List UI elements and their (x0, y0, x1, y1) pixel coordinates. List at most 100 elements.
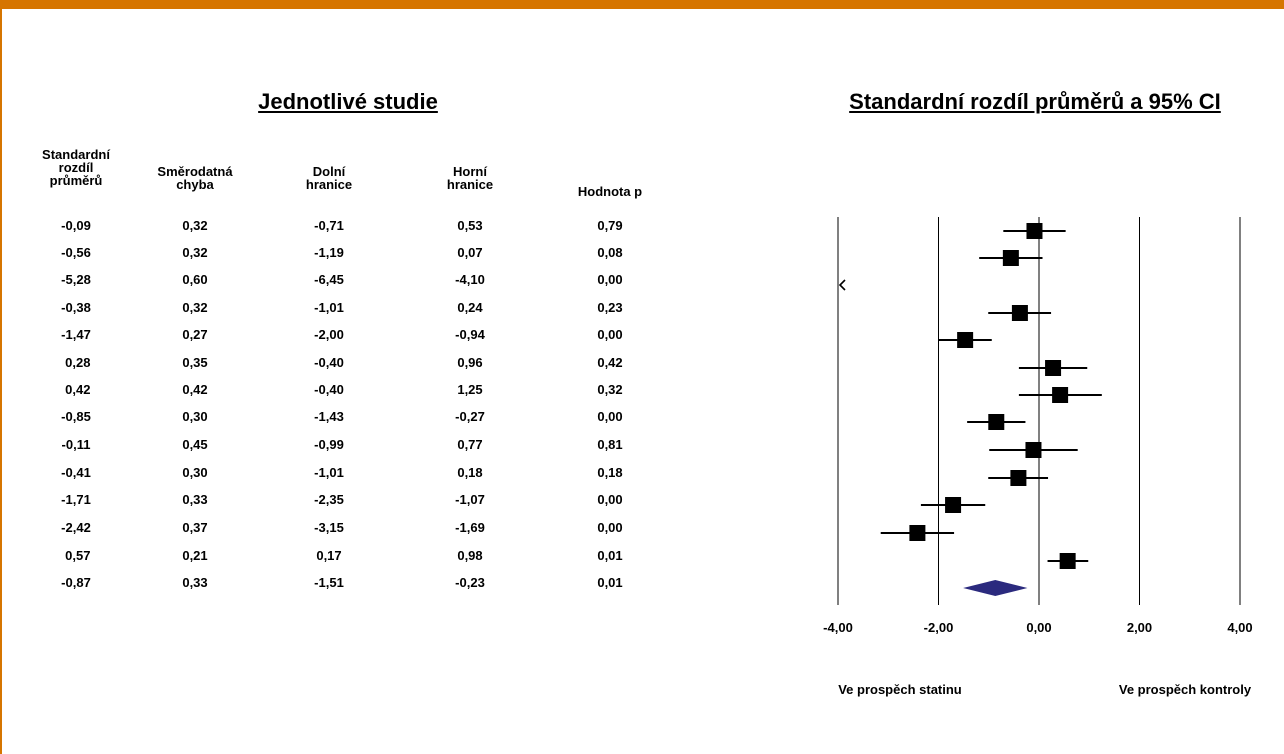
table-cell: 0,00 (597, 327, 623, 342)
table-cell: -0,27 (455, 409, 485, 424)
favors-statin-label: Ve prospěch statinu (838, 682, 962, 697)
table-cell: 1,25 (457, 382, 483, 397)
study-marker (1011, 305, 1028, 321)
left-accent-border (0, 9, 2, 754)
table-cell: 0,17 (316, 548, 342, 563)
summary-diamond (963, 580, 1028, 596)
table-cell: 0,45 (182, 437, 208, 452)
column-header: Hodnota p (577, 184, 643, 199)
table-cell: -5,28 (61, 272, 91, 287)
study-marker (945, 497, 962, 513)
table-cell: 0,77 (457, 437, 483, 452)
table-cell: -1,69 (455, 520, 485, 535)
table-cell: 0,98 (457, 548, 483, 563)
x-tick-label: -2,00 (924, 620, 954, 635)
table-cell: 0,42 (182, 382, 208, 397)
table-cell: -4,10 (455, 272, 485, 287)
table-cell: -0,85 (61, 409, 91, 424)
table-cell: -3,15 (314, 520, 344, 535)
study-marker (1010, 470, 1027, 486)
table-cell: 0,42 (597, 355, 623, 370)
table-cell: -1,47 (61, 327, 91, 342)
top-accent-bar (0, 0, 1284, 9)
study-marker (1045, 360, 1062, 376)
table-cell: 0,81 (597, 437, 623, 452)
table-cell: 0,08 (597, 245, 623, 260)
table-cell: -1,01 (314, 300, 344, 315)
table-cell: -2,00 (314, 327, 344, 342)
table-cell: -1,43 (314, 409, 344, 424)
table-cell: -0,23 (455, 575, 485, 590)
studies-heading: Jednotlivé studie (258, 89, 438, 114)
study-marker (1002, 250, 1019, 266)
chart-heading: Standardní rozdíl průměrů a 95% CI (849, 89, 1221, 114)
study-marker (909, 525, 926, 541)
table-cell: -0,40 (314, 355, 344, 370)
table-cell: -1,71 (61, 492, 91, 507)
table-cell: 0,32 (182, 218, 208, 233)
table-cell: 0,01 (597, 575, 623, 590)
table-cell: 0,53 (457, 218, 483, 233)
study-marker (988, 414, 1005, 430)
table-cell: 0,79 (597, 218, 623, 233)
table-cell: 0,35 (182, 355, 208, 370)
table-cell: -0,38 (61, 300, 91, 315)
table-cell: 0,00 (597, 520, 623, 535)
table-cell: 0,32 (182, 245, 208, 260)
table-cell: -6,45 (314, 272, 344, 287)
table-cell: 0,07 (457, 245, 483, 260)
table-cell: 0,33 (182, 575, 208, 590)
x-tick-label: 4,00 (1227, 620, 1252, 635)
table-cell: 0,60 (182, 272, 208, 287)
table-cell: -0,11 (61, 437, 91, 452)
table-cell: -1,01 (314, 465, 344, 480)
table-cell: -2,42 (61, 520, 91, 535)
table-cell: -0,09 (61, 218, 91, 233)
table-cell: 0,01 (597, 548, 623, 563)
table-cell: 0,24 (457, 300, 483, 315)
table-cell: 0,00 (597, 492, 623, 507)
table-cell: 0,96 (457, 355, 483, 370)
table-cell: 0,30 (182, 465, 208, 480)
study-marker (1052, 387, 1069, 403)
study-marker (1026, 223, 1043, 239)
table-cell: 0,18 (597, 465, 623, 480)
table-cell: -2,35 (314, 492, 344, 507)
table-cell: 0,57 (61, 548, 91, 563)
table-cell: 0,00 (597, 272, 623, 287)
table-cell: 0,27 (182, 327, 208, 342)
table-cell: 0,23 (597, 300, 623, 315)
table-cell: 0,28 (61, 355, 91, 370)
table-cell: -0,56 (61, 245, 91, 260)
column-header: Standardní rozdíl průměrů (42, 147, 110, 188)
table-cell: 0,30 (182, 409, 208, 424)
table-cell: -0,41 (61, 465, 91, 480)
table-cell: -0,71 (314, 218, 344, 233)
out-of-range-arrow (838, 279, 846, 291)
table-cell: -0,87 (61, 575, 91, 590)
column-header: Směrodatná chyba (157, 164, 233, 192)
table-cell: -1,19 (314, 245, 344, 260)
study-marker (1025, 442, 1042, 458)
table-cell: 0,32 (597, 382, 623, 397)
table-cell: 0,42 (61, 382, 91, 397)
study-marker (957, 332, 974, 348)
table-cell: -0,40 (314, 382, 344, 397)
table-cell: 0,37 (182, 520, 208, 535)
x-tick-label: -4,00 (823, 620, 853, 635)
table-cell: 0,18 (457, 465, 483, 480)
table-cell: -0,99 (314, 437, 344, 452)
column-header: Dolní hranice (305, 164, 353, 192)
table-cell: 0,00 (597, 409, 623, 424)
x-tick-label: 2,00 (1127, 620, 1152, 635)
table-cell: -0,94 (455, 327, 485, 342)
table-cell: 0,21 (182, 548, 208, 563)
table-cell: -1,07 (455, 492, 485, 507)
table-cell: 0,33 (182, 492, 208, 507)
table-cell: -1,51 (314, 575, 344, 590)
table-cell: 0,32 (182, 300, 208, 315)
x-tick-label: 0,00 (1026, 620, 1051, 635)
column-header: Horní hranice (446, 164, 494, 192)
study-marker (1059, 553, 1076, 569)
